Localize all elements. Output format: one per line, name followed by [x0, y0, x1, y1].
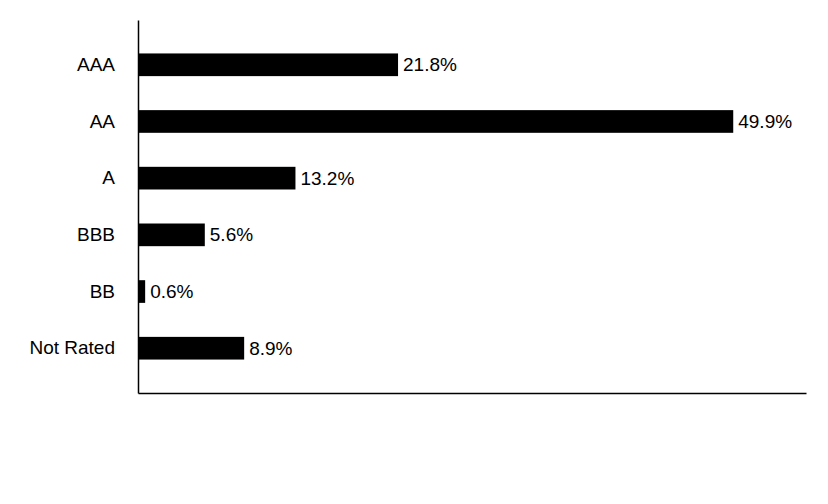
x-axis-line	[139, 393, 807, 395]
y-tick-label: AAA	[77, 54, 115, 75]
data-label: 0.6%	[150, 281, 193, 302]
y-tick: AAA	[77, 54, 138, 75]
y-tick: AA	[90, 111, 138, 132]
y-axis: AAAAAABBBBBNot Rated	[29, 21, 138, 394]
y-tick-label: AA	[90, 111, 116, 132]
y-tick-label: BB	[90, 281, 115, 302]
bars	[138, 53, 733, 359]
bar	[138, 337, 244, 360]
chart: AAAAAABBBBBNot Rated21.8%49.9%13.2%5.6%0…	[0, 0, 828, 504]
y-tick: Not Rated	[29, 337, 138, 358]
data-label: 13.2%	[300, 168, 354, 189]
y-tick-label: BBB	[77, 224, 115, 245]
y-tick-label: Not Rated	[29, 337, 115, 358]
data-label: 21.8%	[403, 54, 457, 75]
y-tick: A	[102, 167, 138, 188]
bar	[138, 110, 733, 133]
y-tick: BB	[90, 281, 138, 302]
bar	[138, 53, 398, 76]
data-label: 8.9%	[249, 338, 292, 359]
y-axis-line	[138, 21, 140, 394]
y-tick-label: A	[102, 167, 115, 188]
y-tick: BBB	[77, 224, 138, 245]
bar	[138, 224, 205, 247]
x-axis	[139, 393, 807, 394]
data-label: 49.9%	[738, 111, 792, 132]
data-labels: 21.8% 49.9% 13.2% 5.6% 0.6% 8.9%	[150, 54, 792, 358]
bar	[138, 167, 295, 190]
data-label: 5.6%	[210, 224, 253, 245]
